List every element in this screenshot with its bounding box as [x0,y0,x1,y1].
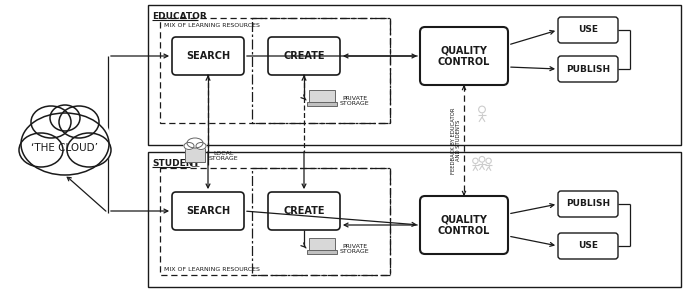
Bar [148,152,681,287]
Bar [307,102,337,106]
Ellipse shape [59,106,99,138]
Bar [148,5,681,145]
Text: QUALITY
CONTROL: QUALITY CONTROL [438,45,490,67]
Bar [309,238,335,250]
Text: MIX OF LEARNING RESOURCES: MIX OF LEARNING RESOURCES [164,267,260,272]
Bar [160,18,390,123]
Text: PRIVATE
STORAGE: PRIVATE STORAGE [340,96,370,107]
FancyBboxPatch shape [268,37,340,75]
Text: EDUCATOR: EDUCATOR [152,12,207,21]
Text: ‘THE CLOUD’: ‘THE CLOUD’ [32,143,99,153]
Bar [309,90,335,102]
Text: PUBLISH: PUBLISH [566,65,610,74]
Bar [252,168,390,275]
Bar [160,168,390,275]
Bar [185,148,205,162]
FancyBboxPatch shape [172,37,244,75]
Text: MIX OF LEARNING RESOURCES: MIX OF LEARNING RESOURCES [164,23,260,28]
Ellipse shape [50,105,80,131]
Bar [252,18,390,123]
Text: CREATE: CREATE [284,51,325,61]
Text: SEARCH: SEARCH [186,206,230,216]
Text: FEEDBACK BY EDUCATOR
AND STUDENTS: FEEDBACK BY EDUCATOR AND STUDENTS [451,107,462,174]
Ellipse shape [31,106,71,138]
FancyBboxPatch shape [172,192,244,230]
Ellipse shape [21,113,109,175]
FancyBboxPatch shape [558,233,618,259]
FancyBboxPatch shape [558,56,618,82]
Text: STUDENT: STUDENT [152,159,199,168]
Text: CREATE: CREATE [284,206,325,216]
FancyBboxPatch shape [558,17,618,43]
Text: LOCAL
STORAGE: LOCAL STORAGE [209,151,238,162]
FancyBboxPatch shape [420,196,508,254]
Ellipse shape [19,133,63,167]
Ellipse shape [187,138,203,148]
Text: USE: USE [578,242,598,251]
Text: PRIVATE
STORAGE: PRIVATE STORAGE [340,244,370,254]
Ellipse shape [67,133,111,167]
Ellipse shape [184,143,194,150]
FancyBboxPatch shape [420,27,508,85]
Text: SEARCH: SEARCH [186,51,230,61]
FancyBboxPatch shape [558,191,618,217]
Ellipse shape [196,143,206,150]
FancyBboxPatch shape [268,192,340,230]
Text: USE: USE [578,26,598,35]
Ellipse shape [20,104,110,176]
Bar [307,250,337,254]
Text: PUBLISH: PUBLISH [566,200,610,208]
Text: QUALITY
CONTROL: QUALITY CONTROL [438,214,490,236]
